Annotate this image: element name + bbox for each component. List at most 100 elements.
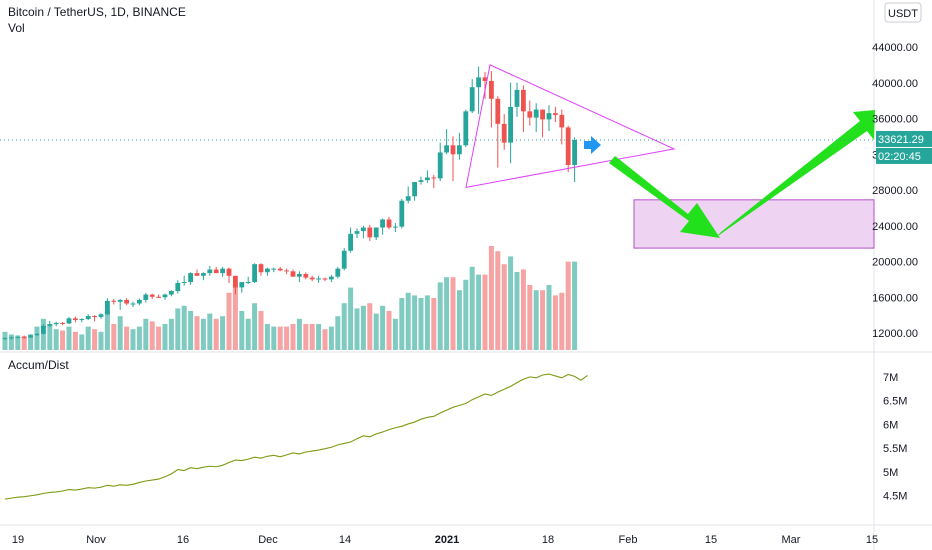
green-arrow-down[interactable] [609, 156, 720, 238]
volume-bar [527, 285, 533, 350]
volume-bar [156, 326, 162, 350]
candle [124, 298, 129, 306]
candle [9, 336, 14, 340]
indicator-tick-label: 6M [883, 419, 898, 431]
candle [105, 298, 110, 316]
volume-bar [207, 313, 213, 350]
volume-bar [495, 251, 501, 350]
symbol-title[interactable]: Bitcoin / TetherUS, 1D, BINANCE [8, 5, 186, 19]
volume-bar [354, 308, 360, 350]
volume-bar [437, 282, 443, 350]
volume-bar [143, 318, 149, 350]
volume-bar [488, 246, 494, 350]
volume-bar [341, 303, 347, 350]
candle [290, 269, 296, 277]
price-tick-label: 16000.00 [872, 292, 918, 304]
candle [303, 272, 309, 280]
candle [393, 223, 398, 233]
candle [361, 225, 366, 239]
volume-bar [284, 326, 290, 350]
volume-bar [21, 335, 27, 350]
volume-bar [136, 326, 142, 350]
volume-bar [450, 277, 456, 350]
triangle-pattern[interactable] [465, 64, 676, 188]
indicator-tick-label: 6.5M [883, 396, 907, 408]
volume-bar [533, 290, 539, 350]
candle [399, 198, 405, 229]
candle [226, 267, 232, 283]
volume-bar [380, 305, 386, 350]
accum-dist-line [4, 373, 588, 500]
candle [329, 274, 334, 283]
volume-bar [252, 303, 258, 350]
indicator-axis[interactable]: 7M 6.5M 6M 5.5M 5M 4.5M [883, 372, 907, 503]
indicator-label: Accum/Dist [8, 358, 69, 372]
volume-bar [482, 274, 488, 350]
candle [501, 114, 507, 150]
volume-bar [149, 321, 155, 350]
candle [418, 176, 424, 185]
volume-bar [469, 266, 475, 350]
candle [450, 136, 456, 182]
volume-bar [508, 256, 514, 350]
last-price-value: 33621.29 [878, 134, 924, 146]
indicator-tick-label: 4.5M [883, 491, 907, 503]
volume-bar [348, 287, 354, 350]
candle [245, 276, 251, 284]
green-arrow-up[interactable] [715, 110, 875, 238]
time-tick-label: Mar [782, 534, 801, 546]
volume-bar [322, 329, 328, 350]
volume-bar [60, 330, 66, 350]
time-tick-label: 18 [542, 534, 554, 546]
volume-bar [463, 279, 469, 350]
volume-bar [303, 324, 309, 350]
volume-bar [168, 318, 174, 350]
volume-bar [277, 326, 283, 350]
candle [175, 280, 181, 294]
candle [149, 293, 155, 300]
candle [98, 313, 104, 319]
candle [386, 216, 392, 230]
volume-bar [226, 292, 232, 350]
candle [34, 333, 40, 336]
candle [258, 263, 264, 276]
candle [546, 105, 552, 132]
volume-bar [335, 316, 341, 350]
candle [162, 293, 168, 300]
volume-bar [85, 326, 91, 350]
time-tick-label: Dec [258, 534, 278, 546]
volume-bar [194, 316, 200, 350]
candle [348, 227, 353, 253]
volume-bar [309, 324, 315, 350]
candle [277, 266, 283, 272]
candle [367, 224, 373, 241]
volume-bar [431, 298, 437, 350]
candle [2, 337, 8, 341]
volume-bar [124, 326, 130, 350]
volume-bar [572, 261, 578, 350]
candle [143, 292, 149, 303]
volume-bar [296, 318, 302, 350]
volume-bar [220, 316, 226, 350]
time-tick-label: 14 [339, 534, 351, 546]
currency-badge[interactable]: USDT [884, 2, 922, 23]
candle [28, 334, 33, 338]
price-axis[interactable]: 44000.0040000.0036000.0032000.0028000.00… [872, 42, 918, 340]
volume-bar [559, 292, 565, 350]
drawings[interactable] [465, 64, 875, 249]
candle [463, 109, 469, 148]
volume-bar [162, 324, 168, 350]
volume-bar [245, 318, 251, 350]
candle [444, 129, 449, 155]
candle [85, 314, 91, 321]
candle [117, 299, 123, 310]
candle [565, 125, 571, 173]
time-axis[interactable]: 19 Nov 16 Dec 14 2021 18 Feb 15 Mar 15 [12, 534, 878, 546]
blue-arrow-right[interactable] [584, 136, 601, 154]
candle [252, 263, 257, 283]
candle [309, 275, 315, 282]
volume-bar [316, 324, 322, 350]
volume-bar [92, 329, 98, 350]
volume-bar [386, 311, 392, 350]
